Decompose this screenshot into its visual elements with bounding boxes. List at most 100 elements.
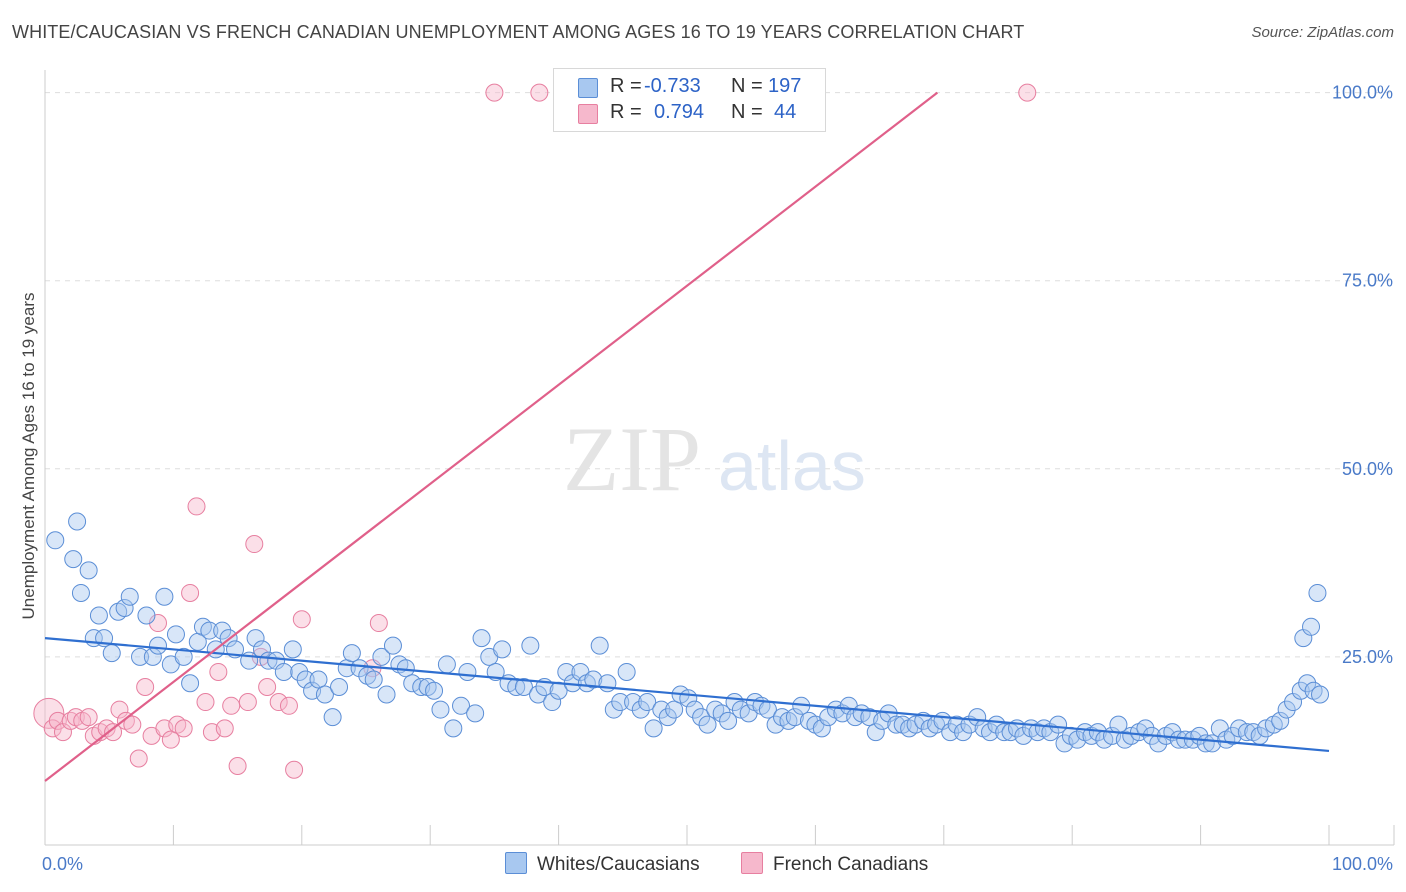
white-caucasian-point xyxy=(1277,700,1296,719)
white-caucasian-point xyxy=(174,647,193,666)
white-caucasian-point xyxy=(200,621,219,640)
white-caucasian-point xyxy=(181,674,200,693)
french-canadian-point xyxy=(215,719,234,738)
bottom-legend-swatch-french xyxy=(741,852,763,874)
white-caucasian-point xyxy=(698,715,717,734)
legend-n-value: 44 xyxy=(774,101,797,123)
french-canadian-point xyxy=(129,749,148,768)
white-caucasian-point xyxy=(444,719,463,738)
y-tick-label: 75.0% xyxy=(1342,271,1393,291)
white-caucasian-point xyxy=(1203,734,1222,753)
white-caucasian-point xyxy=(514,678,533,696)
white-caucasian-point xyxy=(719,711,738,730)
white-caucasian-point xyxy=(1298,674,1317,693)
white-caucasian-point xyxy=(315,685,334,704)
legend-r-value: 0.794 xyxy=(654,101,705,123)
legend-r-label: R = xyxy=(610,101,642,123)
white-caucasian-point xyxy=(290,662,309,681)
french-canadian-point xyxy=(161,730,180,749)
white-caucasian-point xyxy=(458,662,477,681)
white-caucasian-point xyxy=(598,674,617,693)
french-canadian-point xyxy=(228,757,247,775)
white-caucasian-point xyxy=(493,640,512,659)
white-caucasian-point xyxy=(372,647,391,666)
french-canadian-point xyxy=(222,696,241,715)
bottom-legend-swatch-whites xyxy=(505,852,527,874)
tick-labels: 25.0% 50.0% 75.0% 100.0% 0.0% 100.0% xyxy=(42,83,1393,874)
white-caucasian-point xyxy=(425,681,444,700)
white-caucasian-point xyxy=(819,708,838,727)
white-caucasian-point xyxy=(283,640,302,659)
french-canadian-point xyxy=(79,708,98,727)
white-caucasian-point xyxy=(631,700,650,719)
french-canadian-point xyxy=(238,693,257,712)
white-caucasian-point xyxy=(617,662,636,681)
white-caucasian-point xyxy=(309,670,328,689)
y-tick-label: 100.0% xyxy=(1332,83,1393,103)
legend-n-label: N = xyxy=(731,101,763,123)
french-canadian-points xyxy=(33,83,1037,779)
legend-swatch-french xyxy=(578,104,598,124)
white-caucasian-point xyxy=(665,700,684,719)
white-caucasian-point xyxy=(1311,685,1330,704)
french-canadian-point xyxy=(369,614,388,633)
white-caucasian-point xyxy=(472,629,491,648)
white-caucasian-point xyxy=(1291,681,1310,700)
chart-title: WHITE/CAUCASIAN VS FRENCH CANADIAN UNEMP… xyxy=(12,22,1025,42)
white-caucasian-point xyxy=(137,606,156,625)
x-tick-label: 0.0% xyxy=(42,854,83,874)
white-caucasian-point xyxy=(64,550,83,569)
chart-source: Source: ZipAtlas.com xyxy=(1251,24,1394,41)
white-caucasian-point xyxy=(330,678,349,696)
trend-line-french xyxy=(44,91,939,782)
french-canadian-point xyxy=(48,711,67,730)
white-caucasian-point xyxy=(364,670,383,689)
legend-n-value: 197 xyxy=(768,75,802,97)
legend-r-value: -0.733 xyxy=(644,75,701,97)
legend-swatch-whites xyxy=(578,78,598,98)
axes xyxy=(44,70,1395,846)
white-caucasian-point xyxy=(350,659,369,678)
white-caucasian-point xyxy=(604,700,623,719)
bottom-legend-label-whites: Whites/Caucasians xyxy=(537,854,700,875)
french-canadian-point xyxy=(258,678,277,696)
white-caucasian-point xyxy=(148,636,167,655)
french-canadian-point xyxy=(174,719,193,738)
white-caucasian-point xyxy=(431,700,450,719)
white-caucasian-point xyxy=(543,693,562,712)
white-caucasian-point xyxy=(652,700,671,719)
white-caucasian-point xyxy=(155,587,174,606)
white-caucasian-point xyxy=(89,606,108,625)
white-caucasian-point xyxy=(644,719,663,738)
white-caucasian-point xyxy=(437,655,456,674)
french-canadian-point xyxy=(292,610,311,629)
white-caucasian-point xyxy=(323,708,342,727)
trend-line-whites xyxy=(44,636,1330,753)
x-tick-label: 100.0% xyxy=(1332,854,1393,874)
y-tick-label: 25.0% xyxy=(1342,647,1393,667)
white-caucasian-point xyxy=(624,693,643,712)
white-caucasian-point xyxy=(529,685,548,704)
white-caucasian-point xyxy=(1223,726,1242,745)
grid-lines xyxy=(45,92,1394,658)
white-caucasian-point xyxy=(692,708,711,727)
white-caucasian-point xyxy=(1049,715,1068,734)
white-caucasian-point xyxy=(46,531,65,550)
white-caucasian-point xyxy=(1014,726,1033,745)
bottom-legend-whites: Whites/Caucasians xyxy=(505,852,700,876)
bottom-legend-french: French Canadians xyxy=(741,852,928,876)
white-caucasian-point xyxy=(658,708,677,727)
white-caucasian-point xyxy=(274,662,293,681)
legend-r-label: R = xyxy=(610,75,642,97)
french-canadian-point xyxy=(285,760,304,779)
white-caucasian-point xyxy=(1136,719,1155,738)
white-caucasian-point xyxy=(638,693,657,712)
french-canadian-point xyxy=(136,678,155,696)
french-canadian-point xyxy=(269,693,288,712)
white-caucasian-point xyxy=(383,636,402,655)
bottom-legend-label-french: French Canadians xyxy=(773,854,929,875)
white-caucasian-point xyxy=(1169,730,1188,749)
watermark: ZIP atlas xyxy=(563,408,866,510)
french-canadian-point xyxy=(110,700,129,719)
